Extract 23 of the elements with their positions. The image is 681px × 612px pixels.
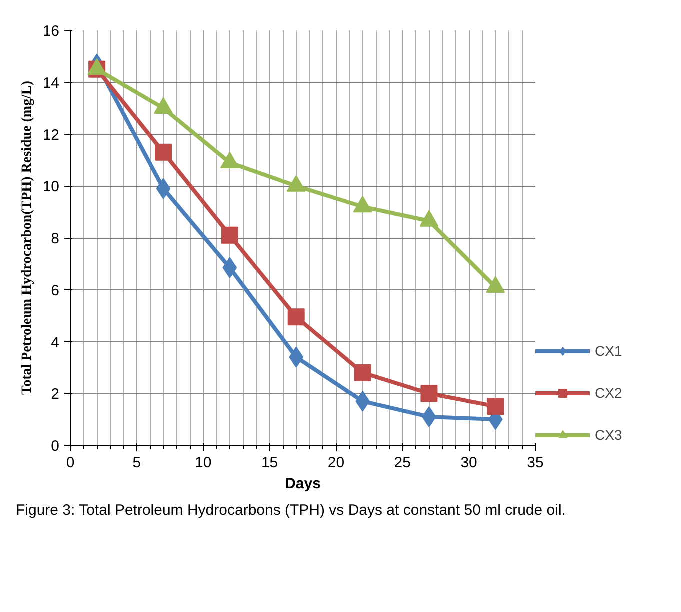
y-tick-label: 8 <box>51 230 60 248</box>
legend-label: CX2 <box>595 385 622 401</box>
x-tick-label: 30 <box>460 454 478 472</box>
y-tick-label: 14 <box>42 74 60 92</box>
legend-label: CX1 <box>595 343 622 359</box>
x-tick-label: 20 <box>328 454 345 472</box>
y-tick-label: 6 <box>51 282 60 300</box>
y-tick-label: 4 <box>51 334 60 352</box>
x-tick-label: 10 <box>195 454 212 472</box>
caption: Figure 3: Total Petroleum Hydrocarbons (TPH) vs Days at constant 50 ml crude oil. <box>16 501 566 521</box>
x-tick-label: 0 <box>66 454 75 472</box>
x-tick-label: 15 <box>261 454 278 472</box>
x-axis-title: Days <box>285 476 321 492</box>
x-tick-label: 25 <box>394 454 411 472</box>
y-tick-label: 10 <box>42 178 60 196</box>
x-tick-label: 5 <box>132 454 142 472</box>
y-tick-label: 16 <box>42 23 60 40</box>
legend-label: CX3 <box>595 427 622 443</box>
y-axis-title: Total Petroleum Hydrocarbon(TPH) Residue (mg/L) <box>20 80 35 395</box>
y-tick-label: 2 <box>51 386 60 404</box>
y-tick-label: 0 <box>51 438 60 455</box>
x-tick-label: 35 <box>527 454 544 472</box>
y-tick-label: 12 <box>42 126 60 144</box>
